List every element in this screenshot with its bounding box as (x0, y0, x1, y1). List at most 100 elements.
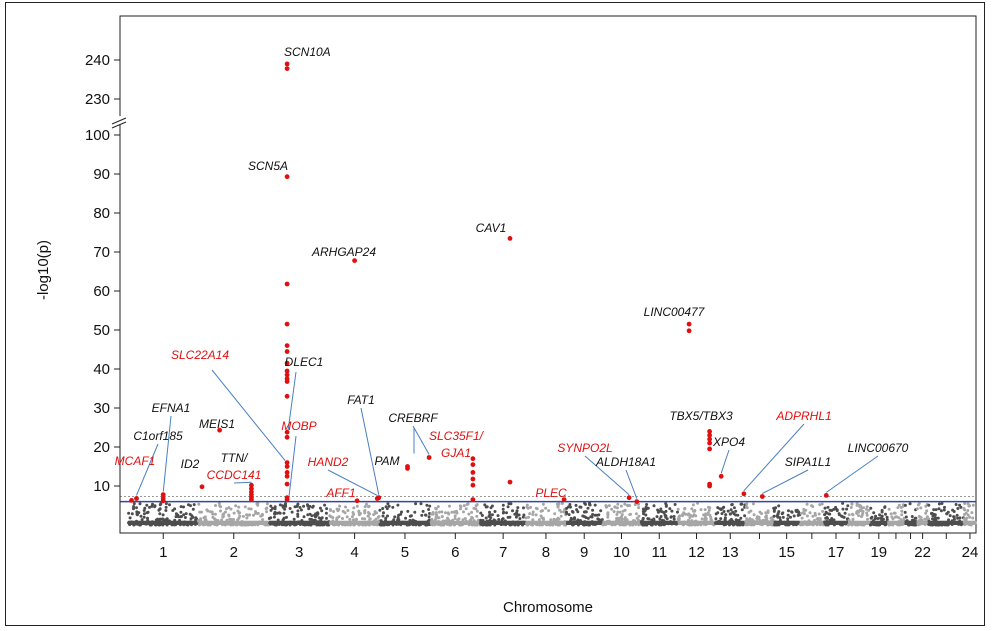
gene-label-ttn-ccdc141: TTN/ (221, 451, 249, 465)
gene-label-pam: PAM (374, 454, 399, 468)
gene-label-crebrf: CREBRF (388, 411, 438, 425)
leader-dlec1 (287, 371, 297, 431)
point-fat1 (376, 495, 382, 501)
y-tick-label-100: 100 (85, 127, 110, 144)
y-tick-label-90: 90 (93, 166, 110, 183)
gene-label-dlec1: DLEC1 (285, 355, 324, 369)
x-tick-label-1: 1 (159, 544, 167, 561)
leader-crebrf (412, 425, 430, 455)
point-scn10a (284, 61, 290, 67)
point-slc35f1-gja1 (470, 497, 476, 502)
x-tick-label-15: 15 (778, 544, 795, 561)
point-meis1 (217, 427, 223, 433)
leader-synpo2l (584, 455, 630, 496)
x-tick-label-22: 22 (914, 544, 931, 561)
point-xpo4 (718, 473, 724, 479)
gene-label-scn5a: SCN5A (248, 159, 288, 173)
leader-hand2 (327, 469, 378, 496)
leader-sipa1l1 (762, 469, 809, 494)
axis-break-gap (112, 116, 128, 124)
gene-label-aff1: AFF1 (325, 486, 355, 500)
x-tick-label-9: 9 (580, 544, 588, 561)
y-tick-label-240: 240 (85, 52, 110, 69)
gene-label-tbx5-tbx3: TBX5/TBX3 (669, 409, 733, 423)
x-tick-label-5: 5 (401, 544, 409, 561)
point-scn5a (284, 321, 290, 327)
axis-break-mark (111, 117, 127, 125)
point-tbx5-tbx3 (707, 432, 712, 438)
gene-label-xpo4: XPO4 (712, 435, 745, 449)
point-synpo2l (626, 495, 632, 501)
point-aff1 (354, 498, 360, 504)
x-axis-label: Chromosome (503, 599, 593, 616)
point-tbx5-tbx3 (707, 446, 712, 452)
x-tick-label-12: 12 (688, 544, 705, 561)
point-slc35f1-gja1 (470, 456, 476, 462)
gene-label-linc00477: LINC00477 (644, 305, 706, 319)
y-tick-label-10: 10 (93, 478, 110, 495)
point-tbx5-tbx3 (707, 429, 712, 434)
point-slc35f1-gja1 (470, 476, 476, 482)
gene-label-aldh18a1: ALDH18A1 (595, 455, 656, 469)
x-tick-label-7: 7 (499, 544, 507, 561)
point-cav1 (507, 479, 513, 485)
y-tick-label-70: 70 (93, 244, 110, 261)
point-crebrf (426, 455, 432, 460)
point-tbx5-tbx3 (707, 483, 712, 489)
point-ttn-ccdc141 (249, 482, 254, 488)
gene-label-ttn-ccdc141: CCDC141 (207, 468, 262, 482)
gene-label-slc35f1-gja1: GJA1 (441, 446, 471, 460)
point-scn5a (284, 473, 290, 479)
point-scn5a (284, 372, 290, 378)
figure-frame (5, 2, 985, 626)
hit-points (129, 61, 829, 504)
point-scn5a (284, 481, 290, 487)
gene-label-scn10a: SCN10A (284, 45, 331, 59)
gene-label-efna1: EFNA1 (152, 401, 191, 415)
gene-label-cav1: CAV1 (476, 221, 507, 235)
leader-c1orf185 (135, 443, 159, 496)
point-scn10a (284, 66, 290, 71)
point-linc00477 (686, 321, 692, 327)
y-tick-label-80: 80 (93, 205, 110, 222)
y-axis: 10 20 30 40 50 60 70 80 90 100 230 240 (85, 16, 128, 533)
point-id2 (199, 484, 205, 490)
point-slc35f1-gja1 (470, 470, 476, 475)
gene-label-adprhl1: ADPRHL1 (775, 409, 831, 423)
x-tick-label-13: 13 (722, 544, 739, 561)
y-tick-label-40: 40 (93, 361, 110, 378)
point-scn5a (284, 470, 290, 475)
axis-break-mark (111, 121, 127, 129)
x-tick-label-17: 17 (828, 544, 845, 561)
point-cav1 (507, 236, 513, 241)
point-efna1 (160, 498, 166, 504)
point-linc00477 (686, 328, 692, 334)
point-aldh18a1 (634, 499, 640, 504)
leader-aldh18a1 (625, 469, 638, 499)
gene-label-hand2: HAND2 (308, 455, 349, 469)
gene-labels: MCAF1 C1orf185 EFNA1 ID2 MEIS1 TTN/CCDC141 SCN… (115, 45, 909, 500)
point-c1orf185 (134, 496, 139, 501)
leader-lines (135, 369, 879, 499)
y-tick-label-230: 230 (85, 91, 110, 108)
gene-label-mobp: MOBP (281, 419, 316, 433)
x-tick-label-8: 8 (542, 544, 550, 561)
leader-linc00670 (826, 455, 879, 493)
leader-xpo4 (720, 449, 730, 474)
gene-label-plec: PLEC (535, 486, 567, 500)
y-axis-label: -log10(p) (35, 240, 52, 300)
y-tick-label-30: 30 (93, 400, 110, 417)
point-scn5a (284, 368, 290, 374)
x-tick-label-11: 11 (651, 544, 667, 561)
gene-label-c1orf185: C1orf185 (133, 429, 183, 443)
point-scn5a (284, 360, 290, 366)
point-scn5a (284, 281, 290, 287)
leader-slc22a14 (211, 369, 286, 461)
x-tick-label-4: 4 (350, 544, 358, 561)
gene-label-slc35f1-gja1: SLC35F1/ (429, 429, 485, 443)
point-ttn-ccdc141 (249, 497, 254, 502)
y-tick-label-20: 20 (93, 439, 110, 456)
background-points (127, 501, 977, 527)
gene-label-synpo2l: SYNPO2L (557, 441, 612, 455)
